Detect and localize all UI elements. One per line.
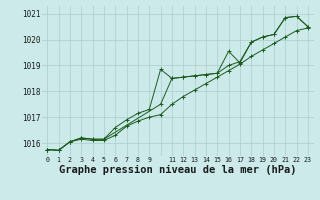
X-axis label: Graphe pression niveau de la mer (hPa): Graphe pression niveau de la mer (hPa) xyxy=(59,165,296,175)
